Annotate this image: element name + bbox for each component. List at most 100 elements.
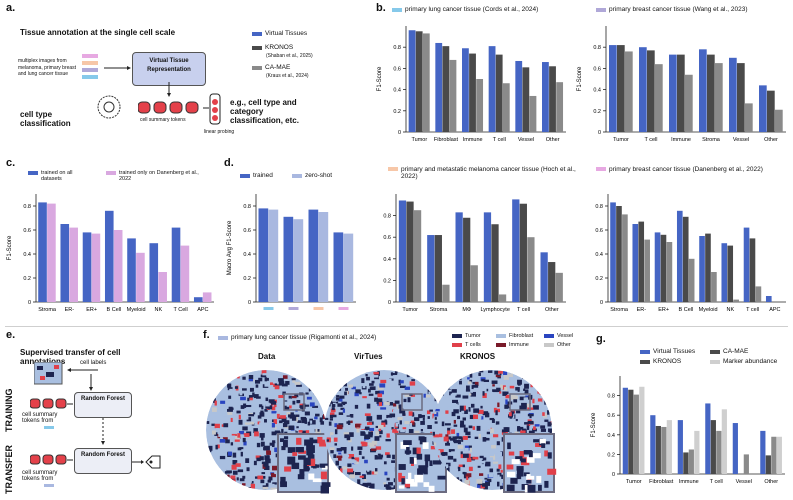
inset-cell — [299, 469, 305, 476]
f-title-kronos: KRONOS — [460, 352, 496, 361]
inset-cell — [519, 451, 525, 457]
inset-cell — [398, 472, 402, 480]
inset-cell — [281, 446, 286, 451]
image-stack-icon — [82, 54, 98, 79]
inset-cell — [547, 468, 557, 475]
x-tick-label: T cell — [746, 307, 759, 313]
x-tick-label: ER+ — [658, 307, 669, 313]
random-forest-box-train: Random Forest — [74, 392, 132, 418]
inset-cell — [280, 438, 284, 442]
x-tick-label: Vessel — [736, 479, 752, 485]
bar — [469, 53, 476, 133]
g-legend-virtues: Virtual Tissues — [640, 348, 695, 355]
bar — [555, 272, 563, 302]
inset-cell — [529, 450, 533, 458]
y-tick-label: 0.6 — [243, 228, 251, 234]
bar — [669, 54, 677, 133]
inset-cell — [298, 455, 306, 460]
bar — [136, 252, 145, 302]
inset-cell — [507, 442, 511, 450]
bar — [519, 203, 527, 302]
swatch — [252, 45, 262, 50]
y-tick-label: 0.8 — [383, 214, 391, 220]
inset-cell — [510, 477, 518, 484]
inset-cell — [524, 484, 530, 493]
bar — [610, 202, 616, 302]
inset-cell — [282, 439, 288, 448]
x-tick-label: T cell — [517, 307, 530, 313]
probe-icon — [203, 93, 221, 125]
bar — [688, 449, 694, 474]
b1-tag: primary lung cancer tissue (Cords et al.… — [392, 6, 538, 13]
inset-cell — [319, 439, 327, 447]
bar — [682, 216, 689, 302]
inset-cell — [419, 436, 427, 445]
cell-icon — [97, 95, 121, 119]
probe-label: linear probing — [203, 129, 235, 135]
x-tick-label: B Cell — [679, 307, 694, 313]
y-tick-label: 0.2 — [23, 276, 31, 282]
x-tick-label: Vessel — [518, 137, 534, 143]
bar — [771, 436, 777, 474]
dotted-arrow-icon — [101, 418, 105, 445]
swatch — [452, 343, 462, 347]
inset-cell — [527, 484, 536, 493]
chart-g: 0 0.2 0.4 0.6 0.8 F1-Score Tumor Fibroblast Immu… — [591, 376, 785, 485]
y-tick-label: 0.8 — [593, 45, 601, 51]
inset-cell — [428, 485, 435, 492]
bar — [683, 452, 689, 474]
panel-a-label: a. — [6, 2, 16, 14]
y-tick-label: 0.2 — [593, 109, 601, 115]
y-tick-label: 0.8 — [393, 45, 401, 51]
inset-cell — [532, 453, 541, 459]
bar — [765, 455, 771, 474]
x-tick-label: Other — [545, 307, 559, 313]
bar — [743, 227, 750, 302]
panel-a-title: Tissue annotation at the single cell sca… — [20, 28, 176, 37]
bar — [650, 415, 656, 474]
inset-cell — [283, 436, 289, 440]
x-tick-label: Other — [764, 479, 778, 485]
tokens-from-text-2: cell summary tokens from — [22, 470, 58, 482]
inset-cell — [506, 471, 516, 478]
chart-d2: 0 0.2 0.4 0.6 0.8 Tumor Stroma MΦ Lymphocyte T ce… — [383, 194, 566, 313]
bar — [639, 386, 645, 474]
bar — [676, 210, 683, 302]
bar — [529, 95, 537, 132]
bar — [180, 245, 190, 302]
x-tick-label: B Cell — [107, 307, 122, 313]
inset-cell — [506, 464, 514, 470]
bar — [737, 63, 745, 132]
bar — [655, 64, 663, 132]
inset-cell — [511, 459, 520, 465]
bar — [749, 238, 756, 302]
legend-c-all: trained on all datasets — [28, 170, 94, 182]
bar — [745, 103, 753, 132]
y-tick-label: 0.4 — [593, 88, 601, 94]
bar — [522, 67, 530, 132]
inset-cell — [312, 478, 322, 483]
bar — [727, 245, 734, 302]
bar — [767, 90, 775, 132]
swatch — [240, 173, 250, 178]
inset-cell — [416, 453, 423, 460]
y-tick-label: 0.4 — [393, 88, 401, 94]
bar — [491, 224, 499, 302]
g-legend-marker: Marker abundance — [710, 358, 777, 365]
bar — [705, 403, 711, 474]
y-axis-label: F1-Score — [591, 412, 597, 437]
x-tick-label: Tumor — [626, 479, 642, 485]
g-legend-camae: CA-MAE — [710, 348, 748, 355]
bar — [699, 49, 707, 132]
bar — [721, 243, 728, 302]
swatch — [292, 173, 302, 178]
tissue-map-data — [206, 370, 331, 494]
bar — [556, 82, 564, 132]
bar — [91, 233, 101, 302]
swatch — [544, 334, 554, 338]
y-axis-label: F1-Score — [377, 66, 383, 91]
bar — [427, 235, 435, 302]
down-arrow-icon — [167, 82, 171, 97]
bar — [268, 209, 279, 302]
inset-cell — [523, 450, 532, 455]
